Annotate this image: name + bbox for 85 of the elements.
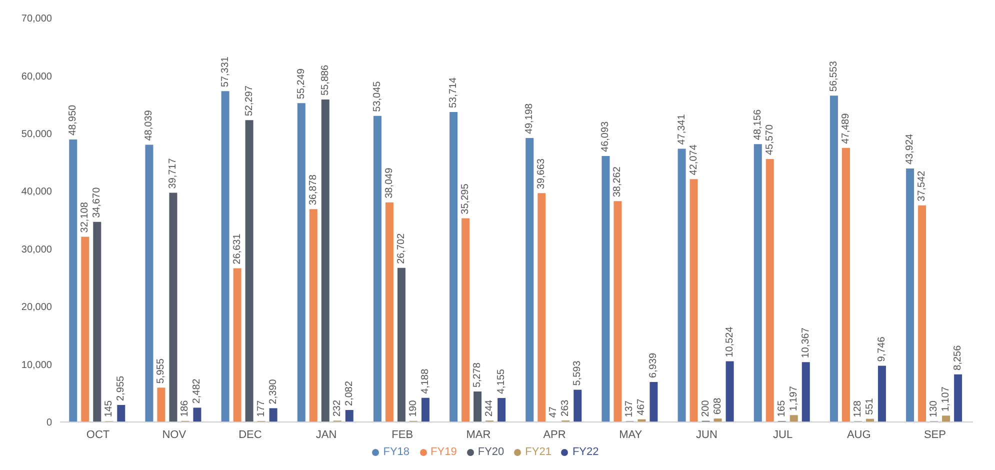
data-label: 52,297 [244, 85, 255, 116]
data-label: 47,341 [676, 114, 688, 145]
x-tick-label: APR [543, 428, 566, 441]
data-label: 200 [700, 400, 712, 417]
data-label: 35,295 [460, 183, 472, 214]
data-label: 36,878 [308, 174, 319, 206]
x-tick-label: DEC [238, 428, 262, 441]
y-tick-label: 40,000 [21, 186, 52, 198]
y-tick-label: 10,000 [21, 360, 52, 371]
data-label: 608 [712, 397, 724, 414]
data-label: 38,049 [384, 167, 395, 198]
data-label: 186 [180, 400, 191, 417]
data-label: 48,156 [752, 109, 764, 140]
data-label: 47,489 [840, 112, 852, 144]
data-label: 244 [484, 399, 496, 417]
data-label: 39,663 [536, 158, 548, 190]
data-label: 45,570 [764, 124, 776, 155]
data-label: 4,155 [496, 368, 508, 394]
data-label: 34,670 [92, 186, 103, 218]
y-tick-label: 0 [46, 418, 52, 429]
data-label: 42,074 [688, 144, 700, 176]
data-label: 128 [852, 400, 864, 418]
y-tick-label: 30,000 [21, 244, 52, 256]
data-label: 190 [408, 400, 419, 417]
data-label: 55,249 [296, 68, 307, 100]
data-label: 46,093 [600, 120, 612, 152]
data-label: 2,955 [116, 375, 127, 401]
data-label: 53,045 [372, 80, 383, 112]
data-label: 2,082 [344, 380, 355, 406]
y-tick-label: 60,000 [21, 71, 52, 82]
data-label: 551 [864, 398, 876, 415]
data-label: 177 [256, 400, 267, 417]
y-tick-label: 70,000 [21, 14, 52, 25]
x-tick-label: NOV [162, 428, 187, 441]
data-label: 38,262 [612, 166, 624, 198]
data-label: 53,714 [448, 76, 460, 108]
data-label: 2,482 [192, 378, 203, 404]
data-label: 56,553 [828, 60, 840, 92]
data-label: 232 [332, 400, 343, 417]
data-label: 26,631 [232, 233, 243, 264]
x-tick-label: JUL [773, 428, 793, 441]
data-label: 37,542 [916, 170, 928, 202]
data-label: 130 [928, 400, 940, 418]
legend-label: FY21 [525, 446, 552, 458]
data-label: 6,939 [648, 352, 660, 378]
legend-label: FY19 [430, 446, 457, 458]
x-tick-label: FEB [392, 428, 414, 441]
data-label: 137 [624, 400, 636, 418]
data-label: 2,390 [268, 378, 279, 404]
x-tick-label: MAY [619, 428, 643, 441]
data-label: 165 [776, 400, 788, 418]
x-tick-label: MAR [466, 428, 491, 441]
data-label: 5,955 [156, 358, 167, 384]
data-label: 43,924 [904, 133, 916, 164]
x-tick-label: JUN [696, 428, 718, 441]
data-label: 9,746 [876, 336, 888, 362]
x-tick-label: OCT [86, 428, 110, 441]
data-label: 5,593 [572, 360, 584, 386]
data-label: 49,198 [524, 103, 536, 134]
data-label: 39,717 [168, 158, 179, 189]
data-label: 467 [636, 398, 648, 416]
legend-label: FY18 [383, 446, 410, 458]
x-tick-label: SEP [924, 428, 946, 441]
data-label: 26,702 [396, 232, 407, 264]
data-label: 48,950 [68, 104, 79, 136]
data-label: 57,331 [220, 56, 231, 88]
data-label: 145 [104, 400, 115, 418]
data-label: 1,197 [788, 386, 800, 412]
data-label: 10,524 [724, 326, 736, 358]
x-tick-label: JAN [316, 428, 337, 441]
data-label: 32,108 [80, 202, 91, 233]
data-label: 4,188 [420, 368, 431, 394]
data-label: 47 [548, 406, 560, 418]
data-label: 55,886 [320, 64, 331, 96]
y-tick-label: 50,000 [21, 128, 52, 140]
x-tick-label: AUG [846, 428, 871, 441]
y-tick-label: 20,000 [21, 302, 52, 314]
data-label: 263 [560, 399, 572, 416]
data-label: 10,367 [800, 327, 812, 358]
legend-label: FY20 [478, 446, 504, 458]
data-label: 8,256 [952, 344, 964, 370]
data-label: 48,039 [144, 110, 155, 141]
data-label: 1,107 [940, 386, 952, 412]
legend-label: FY22 [572, 446, 599, 458]
data-label: 5,278 [472, 362, 484, 388]
